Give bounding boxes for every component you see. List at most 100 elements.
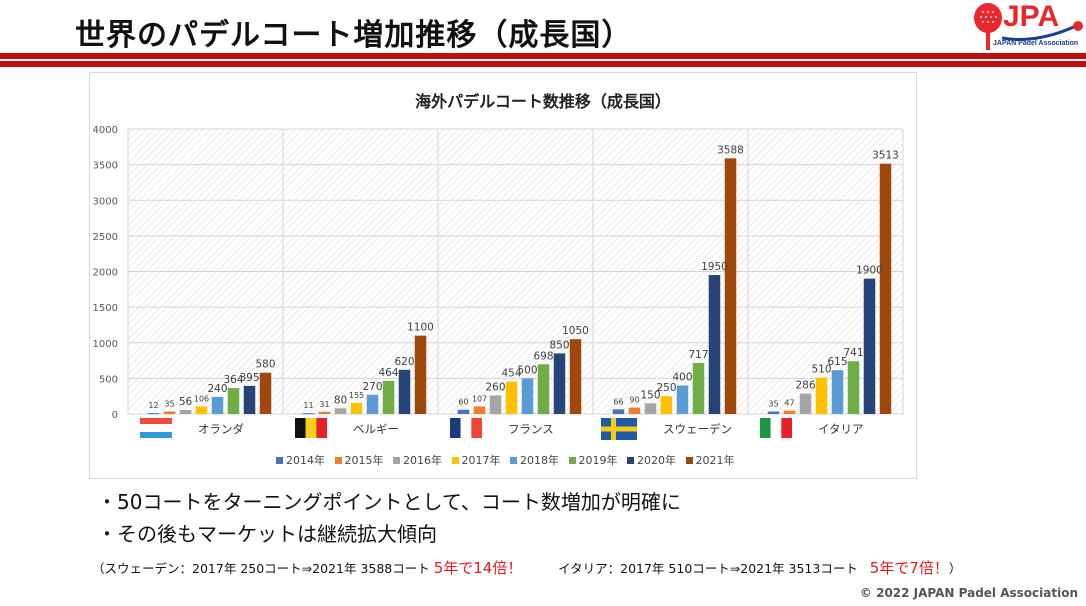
note-open-paren: （ — [92, 561, 105, 576]
category-label: ベルギー — [353, 422, 399, 436]
y-tick-label: 500 — [99, 374, 118, 385]
bar — [553, 353, 566, 414]
header-divider-bottom — [0, 61, 1086, 67]
data-label: 56 — [179, 396, 193, 408]
bar — [243, 385, 256, 414]
flag-stripe — [140, 418, 172, 424]
data-label: 66 — [613, 397, 623, 406]
flag-stripe — [140, 425, 172, 431]
data-label: 3588 — [717, 144, 744, 156]
data-label: 580 — [255, 359, 275, 371]
y-tick-label: 4000 — [93, 125, 118, 136]
bar — [660, 396, 673, 414]
data-label: 850 — [549, 339, 569, 351]
flag-stripe — [471, 418, 482, 438]
bar — [767, 411, 780, 414]
logo-subtitle: JAPAN Padel Association — [993, 40, 1079, 47]
data-label: 1100 — [407, 322, 434, 334]
legend-item: 2020年 — [627, 452, 686, 468]
note-italy-highlight: 5年で7倍！ — [869, 559, 949, 577]
data-label: 286 — [795, 380, 815, 392]
category-label: フランス — [508, 422, 554, 436]
bar — [692, 362, 705, 414]
data-label: 240 — [207, 383, 227, 395]
data-label: 106 — [194, 394, 209, 403]
legend-swatch — [568, 456, 576, 464]
flag-stripe — [770, 418, 782, 438]
flag-belgium-icon — [295, 418, 327, 438]
data-label: 60 — [458, 398, 468, 407]
data-label: 717 — [688, 349, 708, 361]
data-label: 35 — [164, 400, 174, 409]
bar — [879, 163, 892, 414]
flag-sweden-icon — [601, 418, 637, 440]
bar — [815, 377, 828, 414]
legend-label: 2016年 — [403, 454, 442, 467]
data-label: 698 — [533, 350, 553, 362]
data-label: 80 — [334, 394, 347, 406]
flag-italy-icon — [760, 418, 792, 438]
legend-item: 2014年 — [276, 452, 335, 468]
data-label: 1900 — [856, 265, 883, 277]
flag-cross-h — [601, 426, 637, 432]
legend-item: 2021年 — [685, 452, 745, 468]
bar — [318, 411, 331, 414]
flag-stripe — [140, 432, 172, 438]
jpa-logo — [966, 0, 1086, 52]
data-label: 1950 — [701, 261, 728, 273]
bar — [831, 370, 844, 414]
flag-stripe — [760, 418, 771, 438]
data-label: 620 — [394, 356, 414, 368]
legend-label: 2021年 — [695, 454, 735, 467]
y-tick-label: 3000 — [93, 196, 118, 207]
legend-item: 2018年 — [510, 452, 569, 468]
y-tick-label: 0 — [112, 410, 118, 421]
bar — [211, 396, 224, 414]
note-sweden: スウェーデン：2017年 250コート⇒2021年 3588コート — [104, 561, 430, 576]
growth-note: （スウェーデン：2017年 250コート⇒2021年 3588コート 5年で14… — [92, 557, 961, 578]
category-label: スウェーデン — [663, 422, 732, 436]
note-italy: イタリア：2017年 510コート⇒2021年 3513コート — [558, 561, 858, 576]
header-divider-top — [0, 53, 1086, 59]
legend-label: 2019年 — [578, 454, 618, 467]
y-tick-label: 3500 — [93, 161, 118, 172]
data-label: 3513 — [872, 150, 899, 162]
category-label: オランダ — [198, 422, 244, 436]
legend-item: 2017年 — [451, 452, 511, 468]
bar — [628, 407, 641, 414]
bar — [863, 278, 876, 414]
data-label: 35 — [768, 400, 778, 409]
chart-title: 海外パデルコート数推移（成長国） — [415, 92, 671, 111]
category-label: イタリア — [818, 422, 864, 436]
data-label: 464 — [378, 367, 398, 379]
bar — [569, 339, 582, 414]
bar — [398, 369, 411, 414]
padel-racket-icon — [974, 3, 1083, 50]
data-label: 11 — [303, 401, 313, 410]
flag-stripe — [460, 418, 472, 438]
y-tick-label: 2000 — [93, 268, 118, 279]
legend-swatch — [393, 456, 400, 464]
data-label: 1050 — [562, 325, 589, 337]
bar — [708, 275, 721, 414]
legend-item: 2016年 — [393, 452, 452, 468]
flag-netherlands-icon — [140, 418, 172, 438]
data-label: 510 — [811, 364, 831, 376]
bar — [489, 395, 502, 414]
y-tick-label: 1500 — [93, 303, 118, 314]
bar — [457, 409, 470, 414]
data-label: 31 — [319, 400, 329, 409]
bar — [612, 409, 625, 414]
data-label: 90 — [629, 396, 639, 405]
legend-swatch — [685, 456, 693, 464]
legend-swatch — [510, 456, 517, 464]
bar — [366, 394, 379, 414]
data-label: 47 — [784, 399, 794, 408]
copyright: © 2022 JAPAN Padel Association — [859, 586, 1078, 600]
legend-swatch — [276, 456, 283, 464]
flag-stripe — [781, 418, 792, 438]
flag-stripe — [295, 418, 306, 438]
legend-label: 2014年 — [286, 454, 325, 467]
bar — [505, 381, 518, 414]
legend-label: 2018年 — [520, 454, 559, 467]
